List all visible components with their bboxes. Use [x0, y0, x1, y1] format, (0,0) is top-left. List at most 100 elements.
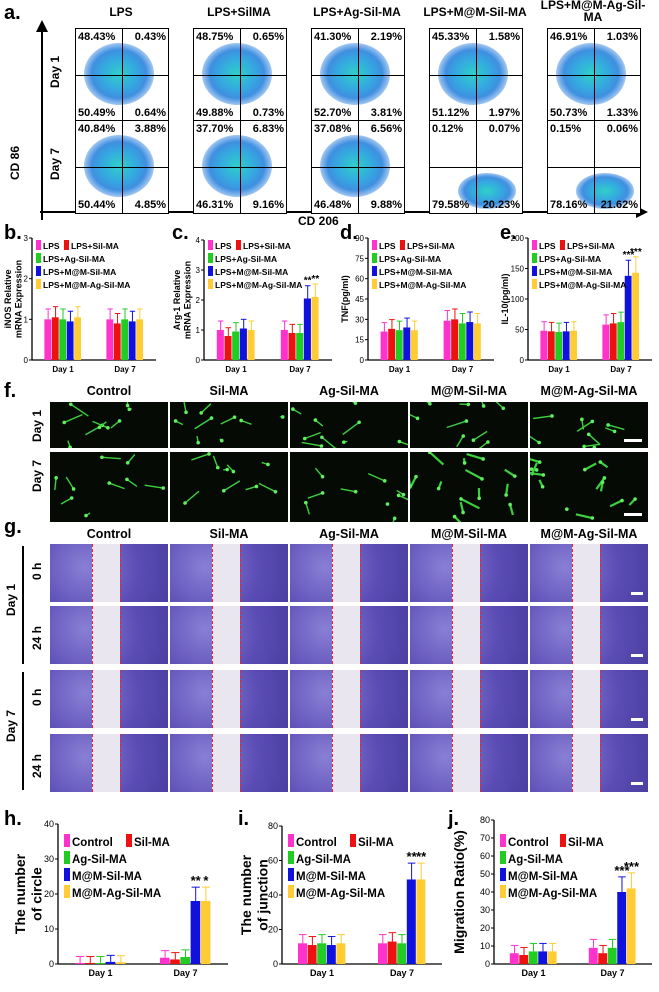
legend-entry: LPS: [539, 241, 556, 251]
significance-mark: **: [304, 276, 312, 287]
y-tick-label: 1: [24, 315, 29, 324]
flow-plot: 37.08% 6.56% 46.48% 9.88%: [311, 120, 405, 214]
legend-swatch: [288, 851, 294, 864]
wound-edge-left: [572, 734, 573, 792]
panel-b-letter: b.: [4, 222, 22, 244]
legend-swatch: [208, 279, 213, 289]
bar-LPS+Sil-MA: [609, 323, 617, 360]
wound-edge-left: [332, 544, 333, 602]
y-tick-label: 20: [44, 889, 54, 899]
significance-mark: ***: [624, 859, 640, 874]
legend-swatch: [560, 240, 565, 250]
flow-plot: 37.70% 6.83% 46.31% 9.16%: [193, 120, 287, 214]
wound-edge-left: [572, 544, 573, 602]
quadrant-lower-left: 50.73%: [550, 107, 588, 119]
significance-mark: *: [203, 873, 209, 888]
legend-entry: LPS+Ag-Sil-MA: [43, 254, 105, 264]
significance-mark: **: [191, 873, 202, 888]
panel-a-column-title: LPS: [109, 5, 133, 19]
legend-swatch: [532, 266, 537, 276]
flow-plot: 48.43% 0.43% 50.49% 0.64%: [75, 28, 169, 122]
legend-swatch: [36, 279, 41, 289]
quadrant-upper-left: 48.75%: [196, 31, 234, 43]
chart-j: Migration Ratio(%) 0 10 20 30 40 50 60 70 80 Day 1…: [451, 815, 652, 978]
x-tick-label: Day 7: [390, 968, 414, 978]
y-tick-label: 0: [196, 356, 201, 365]
bar-Control: [160, 957, 170, 964]
legend-swatch: [532, 240, 537, 250]
wound-edge-left: [452, 734, 453, 792]
y-tick-label: 2: [24, 275, 29, 284]
bar-LPS: [602, 324, 610, 360]
legend-swatch: [372, 240, 377, 250]
cell-network: [530, 458, 637, 520]
legend-swatch: [372, 253, 377, 263]
x-tick-label: Day 1: [548, 365, 570, 374]
wound-edge-left: [92, 606, 93, 664]
y-axis-label: iNOS RelativemRNA Expression: [3, 260, 23, 338]
panel-g-day-bar: [22, 672, 24, 790]
wound-edge-left: [212, 606, 213, 664]
panel-g-column-title: M@M-Sil-MA: [430, 527, 508, 541]
panel-g-column-title: Control: [86, 527, 132, 541]
significance-mark: ***: [623, 250, 635, 261]
wound-gap: [572, 606, 600, 664]
legend-swatch: [500, 885, 506, 898]
wound-gap: [332, 734, 360, 792]
y-tick-label: 40: [268, 890, 278, 900]
scale-bar: [631, 654, 643, 657]
x-tick-label: Day 7: [289, 365, 311, 374]
wound-image: [50, 606, 168, 664]
bar-LPS+M@M-Sil-MA: [239, 328, 247, 360]
legend-entry: LPS+M@M-Sil-MA: [539, 267, 612, 277]
flow-plot: 0.15% 0.06% 78.16% 21.62%: [547, 120, 641, 214]
flow-density: [458, 173, 516, 209]
legend-entry: M@M-Ag-Sil-MA: [72, 888, 161, 900]
x-tick-label: Day 7: [610, 365, 632, 374]
legend-entry: LPS+Sil-MA: [71, 241, 119, 251]
bar-Control: [378, 943, 387, 964]
fluorescence-image: [290, 452, 408, 522]
flow-plot: 48.75% 0.65% 49.88% 0.73%: [193, 28, 287, 122]
wound-image: [530, 544, 648, 602]
y-tick-label: 80: [480, 815, 490, 825]
bar-Sil-MA: [307, 945, 317, 964]
wound-image: [410, 734, 528, 792]
bar-LPS+Ag-Sil-MA: [232, 331, 240, 360]
quadrant-lower-right: 4.85%: [134, 199, 166, 211]
chart-b: iNOS RelativemRNA Expression 0 1 2 3 Day 1 Day…: [3, 234, 156, 374]
wound-edge-right: [480, 670, 481, 728]
fluorescence-image: [50, 452, 168, 522]
wound-edge-left: [212, 544, 213, 602]
wound-edge-right: [600, 606, 601, 664]
bar-M@M-Sil-MA: [190, 901, 201, 964]
bar-LPS: [380, 331, 388, 360]
quadrant-upper-left: 37.70%: [196, 123, 234, 135]
x-tick-label: Day 7: [173, 968, 197, 978]
wound-edge-left: [452, 544, 453, 602]
panel-f-column-title: Ag-Sil-MA: [319, 384, 379, 398]
legend-entry: Control: [296, 837, 337, 849]
cell-network: [62, 402, 132, 448]
wound-image: [50, 670, 168, 728]
panel-g-time-label: 0 h: [30, 562, 44, 580]
y-axis-label: The numberof junction: [238, 854, 270, 935]
fluorescence-image: [410, 402, 528, 448]
wound-image: [290, 734, 408, 792]
quadrant-lower-right: 9.88%: [370, 199, 402, 211]
legend-swatch: [288, 885, 294, 898]
panel-i-letter: i.: [238, 808, 250, 830]
fluorescence-image: [530, 402, 648, 448]
y-tick-label: 50: [515, 326, 524, 335]
legend-entry: LPS+M@M-Sil-MA: [43, 267, 116, 277]
quadrant-lower-right: 1.97%: [488, 107, 520, 119]
y-tick-label: 90: [355, 234, 364, 243]
legend-swatch: [236, 240, 241, 250]
flow-density: [84, 135, 154, 197]
legend-swatch: [64, 240, 69, 250]
panel-g-day-label: Day 7: [4, 709, 18, 742]
bar-LPS+Sil-MA: [451, 319, 459, 360]
wound-image: [530, 670, 648, 728]
quadrant-upper-right: 6.56%: [370, 123, 402, 135]
panel-g-day-bar: [22, 546, 24, 664]
